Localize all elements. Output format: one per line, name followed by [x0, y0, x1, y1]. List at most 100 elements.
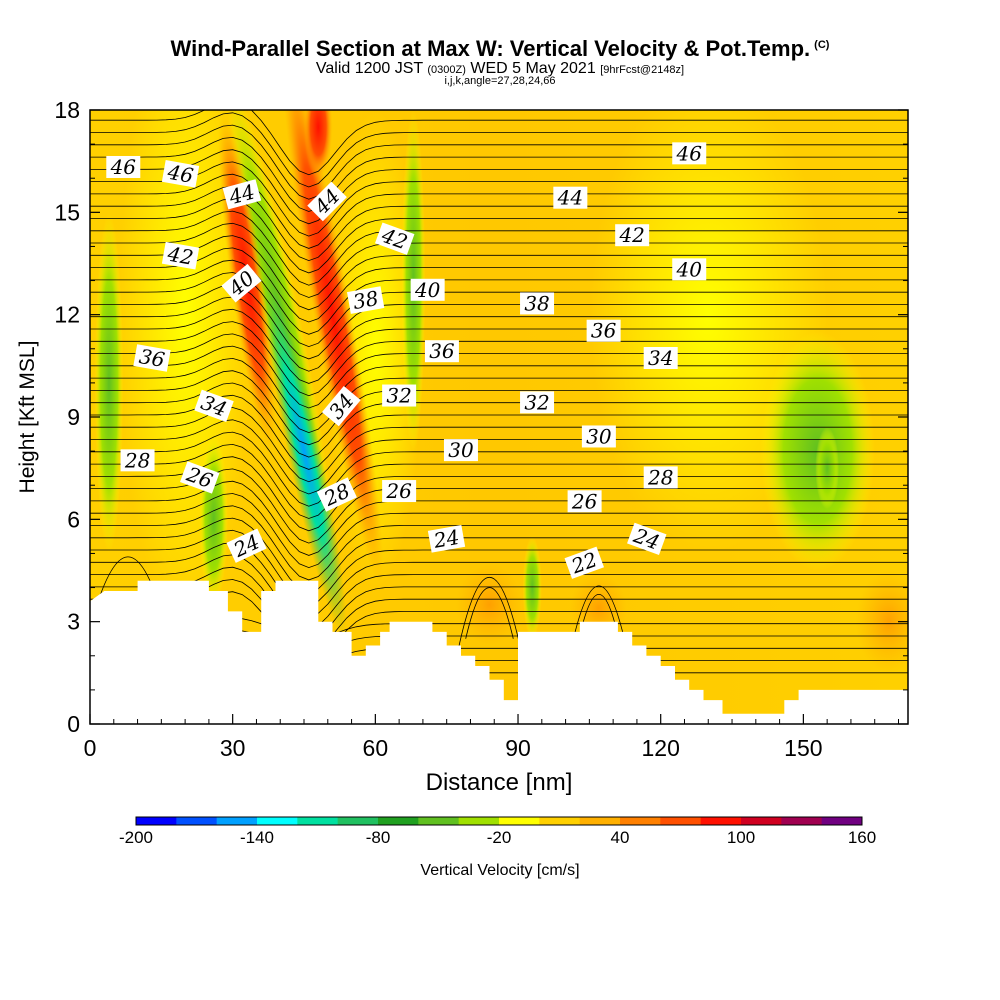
colorbar-swatch — [741, 817, 782, 825]
theta-label: 40 — [410, 278, 445, 302]
colorbar-swatch — [176, 817, 218, 825]
theta-contour-line — [90, 124, 908, 200]
theta-label-text: 36 — [137, 344, 167, 372]
vertical-velocity-field — [94, 110, 908, 673]
theta-label: 28 — [643, 465, 678, 489]
terrain-mask — [90, 580, 908, 724]
theta-contour-line — [90, 542, 908, 618]
theta-label-text: 26 — [571, 489, 598, 513]
theta-label: 36 — [586, 319, 621, 343]
colorbar-tick-label: -200 — [119, 828, 153, 847]
y-tick-label: 18 — [54, 97, 80, 123]
theta-label: 46 — [672, 141, 707, 165]
theta-contour-line — [90, 296, 908, 372]
theta-contour-line — [90, 493, 908, 569]
velocity-cell — [94, 212, 124, 554]
colorbar-swatch — [620, 817, 661, 825]
theta-label-box — [221, 263, 262, 303]
colorbar-swatch — [700, 817, 742, 825]
theta-label-box — [321, 386, 361, 427]
colorbar-swatch — [297, 817, 339, 825]
theta-label: 36 — [424, 339, 459, 363]
theta-label-box — [581, 425, 616, 448]
y-tick-label: 9 — [67, 404, 80, 430]
colorbar-swatch — [499, 817, 540, 825]
theta-label-box — [374, 222, 415, 255]
theta-label-text: 32 — [524, 390, 549, 414]
theta-label: 26 — [567, 489, 602, 513]
colorbar-swatch — [539, 817, 581, 825]
chart-title-mark: (C) — [814, 38, 830, 51]
theta-label-box — [567, 490, 602, 513]
theta-contour-line — [90, 394, 908, 470]
theta-contour-line — [90, 333, 908, 409]
colorbar-swatch — [660, 817, 702, 825]
theta-label: 46 — [106, 155, 141, 179]
theta-label: 30 — [443, 438, 478, 462]
colorbar-swatch — [418, 817, 460, 825]
subtitle-zulu: (0300Z) — [427, 64, 466, 76]
colorbar-tick-label: -80 — [366, 828, 391, 847]
chart-subtitle-indices: i,j,k,angle=27,28,24,66 — [444, 75, 556, 87]
theta-label-text: 28 — [647, 465, 673, 489]
chart-title: Wind-Parallel Section at Max W: Vertical… — [0, 36, 1000, 62]
theta-label-box — [382, 384, 417, 407]
theta-contour-line — [90, 431, 908, 507]
theta-label-text: 38 — [524, 291, 549, 315]
theta-contour-line — [90, 554, 908, 630]
colorbar-swatch — [579, 817, 621, 825]
x-tick-label: 150 — [784, 735, 822, 761]
theta-label: 32 — [520, 390, 555, 414]
theta-label: 24 — [627, 522, 667, 556]
theta-label-text: 24 — [431, 525, 461, 553]
colorbar-swatch — [458, 817, 500, 825]
theta-contour-line — [90, 529, 908, 605]
theta-label-box — [443, 439, 478, 462]
theta-label: 40 — [672, 257, 707, 281]
chart-title-text: Wind-Parallel Section at Max W: Vertical… — [170, 36, 811, 61]
theta-label-text: 30 — [448, 438, 474, 462]
theta-contour-line — [90, 259, 908, 335]
theta-label-box — [307, 181, 347, 222]
theta-contour-line — [90, 345, 908, 421]
theta-label: 26 — [382, 479, 417, 503]
theta-label: 34 — [643, 346, 678, 370]
y-axis-label: Height [Kft MSL] — [16, 341, 39, 494]
theta-label: 44 — [553, 186, 588, 210]
theta-label: 42 — [615, 223, 650, 247]
colorbar-swatch — [136, 817, 177, 825]
colorbar: -200 -140 -80 -20 40 100 160 — [119, 816, 876, 847]
theta-label-text: 32 — [386, 384, 411, 408]
theta-label-text: 36 — [591, 319, 617, 343]
theta-label: 22 — [564, 546, 604, 579]
colorbar-tick-label: 160 — [848, 828, 876, 847]
colorbar-swatch — [378, 817, 419, 825]
theta-contour-line — [90, 480, 908, 556]
theta-label-box — [615, 224, 650, 247]
theta-label-box — [161, 160, 200, 188]
theta-label-box — [410, 278, 445, 301]
x-tick-label: 0 — [84, 735, 97, 761]
theta-contour-line — [90, 136, 908, 212]
theta-label: 30 — [581, 424, 616, 448]
theta-label-text: 40 — [676, 257, 703, 281]
theta-label-box — [586, 319, 621, 342]
theta-label: 24 — [427, 525, 466, 553]
theta-label-text: 46 — [676, 141, 703, 165]
theta-label-text: 30 — [586, 424, 612, 448]
theta-label: 38 — [347, 286, 385, 314]
theta-contour-line — [90, 247, 908, 323]
x-tick-label: 60 — [363, 735, 389, 761]
theta-contour-line — [90, 272, 908, 348]
theta-label: 36 — [133, 344, 171, 372]
velocity-cell — [118, 110, 252, 622]
theta-label-text: 42 — [618, 223, 644, 247]
theta-label-box — [179, 461, 220, 494]
theta-label: 44 — [222, 179, 262, 209]
y-tick-label: 3 — [67, 609, 80, 635]
x-axis: 0 30 60 90 120 150 — [84, 714, 899, 761]
theta-contour-line — [579, 593, 619, 636]
